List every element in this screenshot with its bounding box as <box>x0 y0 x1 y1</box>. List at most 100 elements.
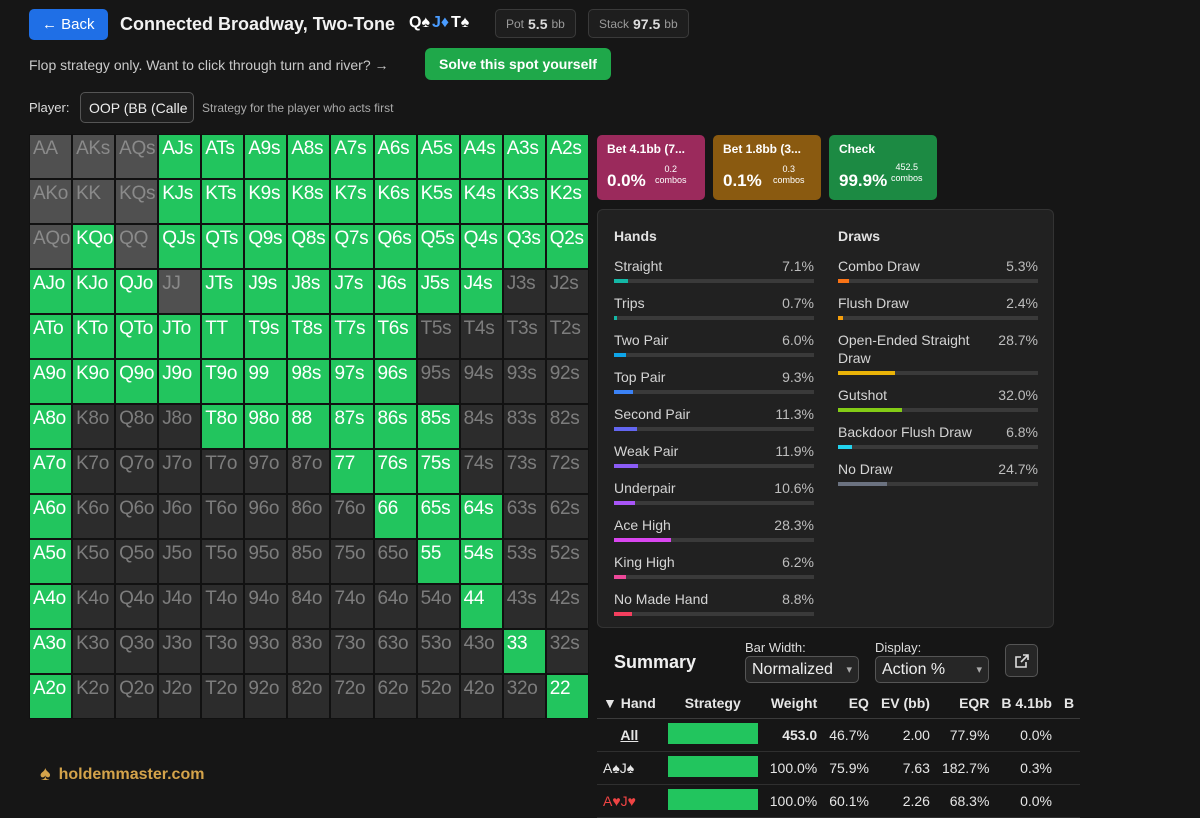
hand-cell-96o[interactable]: 96o <box>244 494 288 539</box>
hand-cell-q8s[interactable]: Q8s <box>287 224 331 269</box>
hand-cell-62s[interactable]: 62s <box>545 494 589 539</box>
hand-cell-76o[interactable]: 76o <box>330 494 374 539</box>
stat-row[interactable]: Straight 7.1% <box>614 257 814 283</box>
col-weight[interactable]: Weight <box>763 688 824 719</box>
hand-cell-j5o[interactable]: J5o <box>158 539 202 584</box>
hand-cell-k3s[interactable]: K3s <box>502 179 546 224</box>
hand-cell-t8o[interactable]: T8o <box>201 404 245 449</box>
hand-cell-63s[interactable]: 63s <box>502 494 546 539</box>
hand-cell-95s[interactable]: 95s <box>416 359 460 404</box>
hand-cell-42s[interactable]: 42s <box>545 584 589 629</box>
hand-cell-k7s[interactable]: K7s <box>330 179 374 224</box>
hand-cell-63o[interactable]: 63o <box>373 629 417 674</box>
summary-row[interactable]: A♥J♥ 100.0% 60.1% 2.26 68.3% 0.0% <box>597 784 1081 818</box>
hand-cell-ajo[interactable]: AJo <box>29 269 73 314</box>
hand-cell-a4o[interactable]: A4o <box>29 584 73 629</box>
stat-row[interactable]: King High 6.2% <box>614 553 814 579</box>
hand-cell-q6o[interactable]: Q6o <box>115 494 159 539</box>
stat-row[interactable]: Underpair 10.6% <box>614 479 814 505</box>
hand-cell-k5o[interactable]: K5o <box>72 539 116 584</box>
hand-cell-92s[interactable]: 92s <box>545 359 589 404</box>
hand-cell-j7o[interactable]: J7o <box>158 449 202 494</box>
hand-cell-k8o[interactable]: K8o <box>72 404 116 449</box>
hand-cell-j6s[interactable]: J6s <box>373 269 417 314</box>
hand-cell-jj[interactable]: JJ <box>158 269 202 314</box>
col-eq[interactable]: EQ <box>823 688 875 719</box>
hand-cell-a8s[interactable]: A8s <box>287 134 331 179</box>
hand-cell-52s[interactable]: 52s <box>545 539 589 584</box>
hand-cell-62o[interactable]: 62o <box>373 674 417 719</box>
hand-cell-99[interactable]: 99 <box>244 359 288 404</box>
hand-cell-88[interactable]: 88 <box>287 404 331 449</box>
hand-cell-t9s[interactable]: T9s <box>244 314 288 359</box>
hand-cell-k2o[interactable]: K2o <box>72 674 116 719</box>
hand-cell-43s[interactable]: 43s <box>502 584 546 629</box>
hand-cell-95o[interactable]: 95o <box>244 539 288 584</box>
bar-width-select[interactable]: Normalized ▾ <box>745 656 859 683</box>
hand-cell-q7s[interactable]: Q7s <box>330 224 374 269</box>
hand-cell-t4s[interactable]: T4s <box>459 314 503 359</box>
hand-cell-aqo[interactable]: AQo <box>29 224 73 269</box>
hand-cell-a5o[interactable]: A5o <box>29 539 73 584</box>
hand-cell-84s[interactable]: 84s <box>459 404 503 449</box>
hand-cell-a3o[interactable]: A3o <box>29 629 73 674</box>
hand-cell-q7o[interactable]: Q7o <box>115 449 159 494</box>
hand-cell-j5s[interactable]: J5s <box>416 269 460 314</box>
hand-cell-q5o[interactable]: Q5o <box>115 539 159 584</box>
hand-cell-kto[interactable]: KTo <box>72 314 116 359</box>
hand-cell-q3o[interactable]: Q3o <box>115 629 159 674</box>
stat-row[interactable]: Ace High 28.3% <box>614 516 814 542</box>
hand-cell-j2s[interactable]: J2s <box>545 269 589 314</box>
hand-cell-75s[interactable]: 75s <box>416 449 460 494</box>
col-strategy[interactable]: Strategy <box>661 688 764 719</box>
hand-cell-j7s[interactable]: J7s <box>330 269 374 314</box>
hand-cell-q6s[interactable]: Q6s <box>373 224 417 269</box>
hand-cell-94o[interactable]: 94o <box>244 584 288 629</box>
hand-cell-87s[interactable]: 87s <box>330 404 374 449</box>
hand-cell-qto[interactable]: QTo <box>115 314 159 359</box>
hand-cell-kk[interactable]: KK <box>72 179 116 224</box>
hand-cell-kqo[interactable]: KQo <box>72 224 116 269</box>
action-check[interactable]: Check 99.9% 452.5 combos <box>829 135 937 200</box>
stat-row[interactable]: Two Pair 6.0% <box>614 331 814 357</box>
hand-cell-q9o[interactable]: Q9o <box>115 359 159 404</box>
hand-cell-85o[interactable]: 85o <box>287 539 331 584</box>
hand-cell-j2o[interactable]: J2o <box>158 674 202 719</box>
hand-cell-k6s[interactable]: K6s <box>373 179 417 224</box>
hand-cell-73s[interactable]: 73s <box>502 449 546 494</box>
hand-cell-a5s[interactable]: A5s <box>416 134 460 179</box>
hand-cell-a7s[interactable]: A7s <box>330 134 374 179</box>
hand-cell-k4s[interactable]: K4s <box>459 179 503 224</box>
hand-cell-77[interactable]: 77 <box>330 449 374 494</box>
hand-cell-74s[interactable]: 74s <box>459 449 503 494</box>
hand-cell-32o[interactable]: 32o <box>502 674 546 719</box>
hand-cell-a6s[interactable]: A6s <box>373 134 417 179</box>
hand-cell-qq[interactable]: QQ <box>115 224 159 269</box>
hand-cell-q2o[interactable]: Q2o <box>115 674 159 719</box>
open-external-button[interactable] <box>1005 644 1038 677</box>
hand-cell-a2s[interactable]: A2s <box>545 134 589 179</box>
hand-cell-tt[interactable]: TT <box>201 314 245 359</box>
hand-cell-q2s[interactable]: Q2s <box>545 224 589 269</box>
hand-cell-jts[interactable]: JTs <box>201 269 245 314</box>
col-eqr[interactable]: EQR <box>935 688 996 719</box>
hand-cell-76s[interactable]: 76s <box>373 449 417 494</box>
hand-cell-aqs[interactable]: AQs <box>115 134 159 179</box>
col-b41[interactable]: B 4.1bb <box>995 688 1058 719</box>
stat-row[interactable]: Top Pair 9.3% <box>614 368 814 394</box>
stat-row[interactable]: Backdoor Flush Draw 6.8% <box>838 423 1038 449</box>
hand-cell-t3o[interactable]: T3o <box>201 629 245 674</box>
hand-cell-k9s[interactable]: K9s <box>244 179 288 224</box>
hand-cell-t5o[interactable]: T5o <box>201 539 245 584</box>
hand-cell-j6o[interactable]: J6o <box>158 494 202 539</box>
hand-cell-kts[interactable]: KTs <box>201 179 245 224</box>
hand-cell-a2o[interactable]: A2o <box>29 674 73 719</box>
hand-cell-22[interactable]: 22 <box>545 674 589 719</box>
hand-cell-a9o[interactable]: A9o <box>29 359 73 404</box>
hand-cell-j4s[interactable]: J4s <box>459 269 503 314</box>
hand-cell-kqs[interactable]: KQs <box>115 179 159 224</box>
hand-cell-82o[interactable]: 82o <box>287 674 331 719</box>
hand-cell-75o[interactable]: 75o <box>330 539 374 584</box>
stat-row[interactable]: Combo Draw 5.3% <box>838 257 1038 283</box>
hand-cell-k7o[interactable]: K7o <box>72 449 116 494</box>
